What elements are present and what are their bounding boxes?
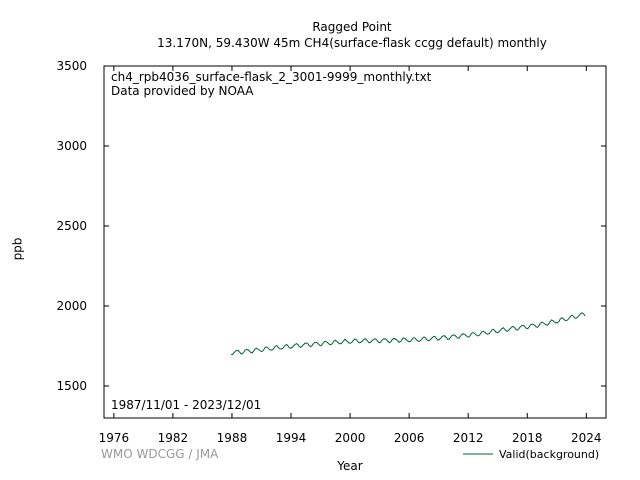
x-tick-label: 2012 bbox=[453, 431, 484, 445]
x-tick-label: 2000 bbox=[335, 431, 366, 445]
x-tick-label: 2006 bbox=[394, 431, 425, 445]
x-tick-label: 2018 bbox=[512, 431, 543, 445]
y-tick-label: 3500 bbox=[56, 59, 87, 73]
y-axis-label: ppb bbox=[10, 237, 25, 261]
y-tick-label: 2000 bbox=[56, 299, 87, 313]
x-axis-ticks: 1976 1982 1988 1994 2000 2006 2012 2018 2024 bbox=[99, 66, 602, 445]
chart-title: Ragged Point bbox=[312, 20, 392, 34]
provider-label: Data provided by NOAA bbox=[111, 84, 254, 98]
date-range-label: 1987/11/01 - 2023/12/01 bbox=[111, 398, 262, 412]
credit-label: WMO WDCGG / JMA bbox=[101, 447, 219, 461]
y-axis-ticks: 1500 2000 2500 3000 3500 bbox=[56, 59, 606, 393]
series-line-valid-background bbox=[230, 312, 586, 356]
y-tick-label: 3000 bbox=[56, 139, 87, 153]
x-tick-label: 1994 bbox=[276, 431, 307, 445]
x-tick-label: 2024 bbox=[571, 431, 602, 445]
chart-subtitle: 13.170N, 59.430W 45m CH4(surface-flask c… bbox=[157, 36, 547, 50]
y-tick-label: 1500 bbox=[56, 379, 87, 393]
plot-frame bbox=[103, 65, 607, 419]
x-tick-label: 1988 bbox=[217, 431, 248, 445]
file-label: ch4_rpb4036_surface-flask_2_3001-9999_mo… bbox=[111, 70, 432, 84]
y-tick-label: 2500 bbox=[56, 219, 87, 233]
x-tick-label: 1982 bbox=[158, 431, 189, 445]
x-tick-label: 1976 bbox=[99, 431, 130, 445]
x-axis-label: Year bbox=[337, 459, 363, 473]
legend-label: Valid(background) bbox=[499, 448, 599, 461]
